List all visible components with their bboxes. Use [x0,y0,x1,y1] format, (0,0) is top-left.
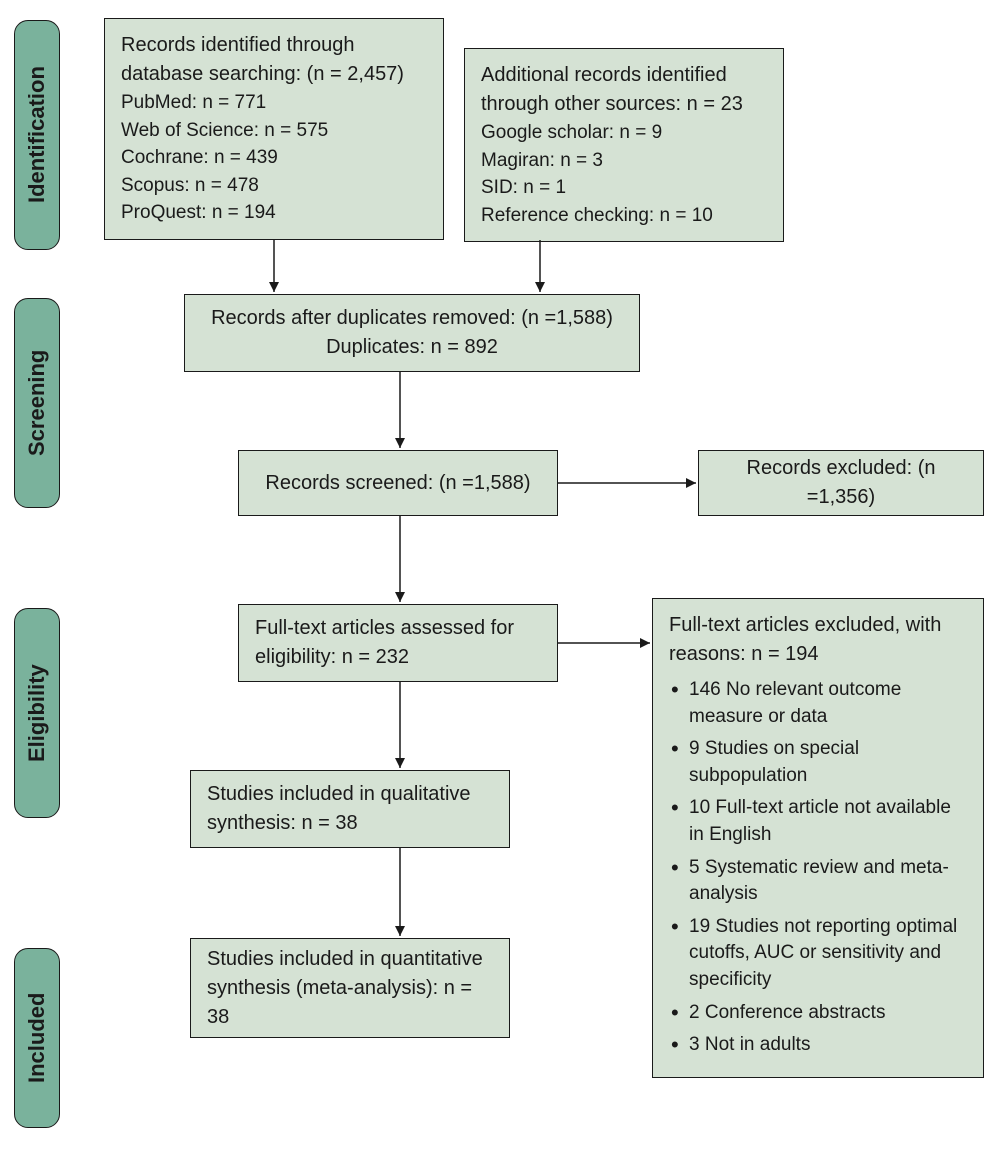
db-search-item: ProQuest: n = 194 [121,199,427,227]
db-search-title: Records identified through database sear… [121,31,427,89]
stage-label-text: Identification [24,67,50,204]
box-after-dup: Records after duplicates removed: (n =1,… [184,294,640,372]
box-ft-excluded: Full-text articles excluded, with reason… [652,598,984,1078]
screened-text: Records screened: (n =1,588) [265,469,530,498]
box-excluded: Records excluded: (n =1,356) [698,450,984,516]
box-qualitative: Studies included in qualitative synthesi… [190,770,510,848]
ft-excluded-item: 19 Studies not reporting optimal cutoffs… [669,914,967,994]
ft-excluded-item: 9 Studies on special subpopulation [669,736,967,789]
ft-excluded-item: 3 Not in adults [669,1032,967,1059]
fulltext-text: Full-text articles assessed for eligibil… [255,614,541,672]
other-sources-item: SID: n = 1 [481,174,767,202]
other-sources-title: Additional records identified through ot… [481,61,767,119]
after-dup-line2: Duplicates: n = 892 [326,333,498,362]
stage-screening: Screening [14,298,60,508]
ft-excluded-title: Full-text articles excluded, with reason… [669,611,967,669]
other-sources-item: Magiran: n = 3 [481,147,767,175]
box-quantitative: Studies included in quantitative synthes… [190,938,510,1038]
excluded-text: Records excluded: (n =1,356) [715,454,967,512]
stage-label-text: Eligibility [24,664,50,762]
db-search-item: Scopus: n = 478 [121,172,427,200]
ft-excluded-item: 146 No relevant outcome measure or data [669,677,967,730]
quantitative-text: Studies included in quantitative synthes… [207,945,493,1032]
box-fulltext: Full-text articles assessed for eligibil… [238,604,558,682]
box-db-search: Records identified through database sear… [104,18,444,240]
db-search-item: Web of Science: n = 575 [121,117,427,145]
other-sources-item: Reference checking: n = 10 [481,202,767,230]
qualitative-text: Studies included in qualitative synthesi… [207,780,493,838]
stage-label-text: Screening [24,350,50,456]
stage-label-text: Included [24,993,50,1083]
stage-eligibility: Eligibility [14,608,60,818]
db-search-item: PubMed: n = 771 [121,89,427,117]
after-dup-line1: Records after duplicates removed: (n =1,… [211,304,613,333]
ft-excluded-list: 146 No relevant outcome measure or data … [669,677,967,1059]
ft-excluded-item: 2 Conference abstracts [669,1000,967,1027]
stage-included: Included [14,948,60,1128]
ft-excluded-item: 5 Systematic review and meta-analysis [669,855,967,908]
box-screened: Records screened: (n =1,588) [238,450,558,516]
other-sources-item: Google scholar: n = 9 [481,119,767,147]
ft-excluded-item: 10 Full-text article not available in En… [669,795,967,848]
stage-identification: Identification [14,20,60,250]
db-search-item: Cochrane: n = 439 [121,144,427,172]
box-other-sources: Additional records identified through ot… [464,48,784,242]
